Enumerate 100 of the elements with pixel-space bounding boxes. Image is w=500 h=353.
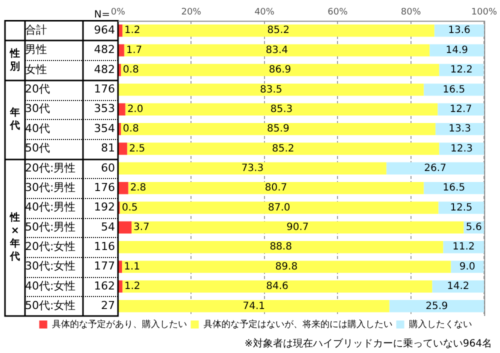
text: ※対象者は現在ハイブリッドカーに乗っていない964名 [244, 338, 492, 350]
data-label: 80.7 [264, 182, 288, 194]
data-label: 1.1 [124, 261, 140, 272]
y2-tick-label: 27 [101, 299, 115, 312]
bar [124, 44, 430, 56]
data-label: 84.6 [266, 281, 288, 292]
bar [118, 84, 424, 96]
data-label: 5.6 [466, 222, 482, 234]
data-label: 1.2 [124, 281, 140, 292]
x-tick-label: 80% [400, 8, 422, 18]
y-tick-label: 50代:男性 [25, 220, 76, 234]
bar [132, 221, 464, 234]
y2-tick-label: 482 [94, 43, 115, 56]
y-tick-label: 合計 [25, 24, 47, 36]
x-tick-label: 60% [328, 8, 348, 18]
data-label: 13.6 [448, 25, 470, 36]
data-label: 0.8 [122, 124, 139, 135]
data-label: 74.1 [242, 300, 266, 312]
y2-tick-label: 964 [94, 24, 115, 36]
data-label: 26.7 [424, 162, 446, 174]
bar [118, 182, 128, 194]
bar [386, 162, 484, 174]
data-label: 9.0 [459, 261, 476, 272]
bar [118, 300, 390, 312]
data-label: 1.7 [126, 44, 142, 56]
data-label: 87.0 [268, 202, 290, 214]
bar [128, 182, 424, 194]
bar [438, 202, 484, 214]
data-label: 11.2 [452, 242, 475, 253]
bar [122, 260, 451, 273]
y-tick-label: 20代:女性 [25, 240, 76, 253]
x-tick-label: 20% [181, 8, 202, 18]
data-label: 12.2 [450, 64, 473, 76]
bar [439, 142, 484, 155]
data-label: 2.5 [129, 143, 146, 154]
data-label: 13.3 [448, 124, 471, 135]
bar [120, 202, 438, 214]
y2-tick-label: 60 [101, 161, 115, 174]
y2-tick-label: 176 [94, 82, 115, 96]
y-tick-label: 40代 [25, 122, 50, 135]
y-tick-label: 30代 [25, 102, 50, 116]
x-tick-label: 40% [254, 8, 275, 18]
y2-tick-label: 192 [94, 200, 115, 214]
y-tick-label: 50代 [25, 142, 50, 155]
bar [125, 103, 438, 116]
y-tick-label: 女性 [25, 62, 47, 76]
data-label: 89.8 [275, 261, 298, 272]
data-label: 85.2 [272, 143, 294, 154]
y-tick-label: 30代:男性 [25, 180, 76, 194]
y2-tick-label: 354 [94, 122, 115, 135]
y-tick-label: 男性 [25, 43, 47, 56]
y2-tick-label: 162 [94, 279, 115, 292]
bar [118, 241, 444, 254]
bar [118, 103, 126, 116]
text: 性×年代 [9, 211, 20, 262]
y-tick-label: 20代:男性 [25, 161, 76, 174]
data-label: 16.5 [442, 84, 466, 96]
bar [118, 162, 386, 174]
bar [120, 64, 440, 76]
legend-label: 具体的な予定はないが、将来的には購入したい [203, 318, 392, 330]
data-label: 85.3 [270, 104, 293, 115]
data-label: 86.9 [268, 64, 292, 76]
data-label: 83.4 [266, 44, 288, 56]
data-label: 73.3 [241, 162, 264, 174]
bar [118, 221, 132, 234]
data-label: 3.7 [134, 222, 150, 234]
data-label: 12.3 [450, 143, 473, 154]
data-label: 0.5 [122, 202, 138, 214]
y-tick-label: 40代:女性 [25, 279, 76, 292]
data-label: 2.0 [127, 104, 144, 115]
data-label: 0.8 [122, 64, 139, 76]
data-label: 90.7 [286, 222, 309, 234]
x-tick-label: 100% [471, 8, 498, 18]
y-tick-label: 30代:女性 [25, 260, 76, 273]
x-tick-label: 0% [110, 8, 126, 18]
bar [118, 44, 124, 56]
text: 性別 [9, 47, 20, 72]
data-label: 12.7 [450, 104, 472, 115]
bar [118, 142, 128, 155]
legend-label: 具体的な予定があり、購入したい [52, 318, 187, 330]
y-tick-label: 50代:女性 [25, 299, 76, 312]
y-tick-label: 40代:男性 [25, 200, 76, 214]
bar [430, 44, 484, 56]
data-label: 1.2 [124, 25, 140, 36]
data-label: 25.9 [426, 300, 448, 312]
data-label: 85.9 [267, 124, 290, 135]
y2-tick-label: 176 [94, 180, 115, 194]
data-label: 12.5 [450, 202, 472, 214]
data-label: 14.2 [447, 281, 470, 292]
bar [127, 142, 440, 155]
y2-tick-label: 353 [94, 102, 115, 116]
bar [120, 122, 436, 136]
data-label: 2.8 [130, 182, 146, 194]
data-label: 14.9 [446, 44, 468, 56]
y2-tick-label: 177 [94, 260, 115, 273]
y2-tick-label: 81 [101, 142, 115, 155]
legend-label: 購入したくない [408, 318, 472, 330]
y2-axis-title: N= [94, 9, 110, 20]
data-label: 85.2 [267, 25, 290, 36]
data-label: 83.5 [260, 84, 282, 96]
